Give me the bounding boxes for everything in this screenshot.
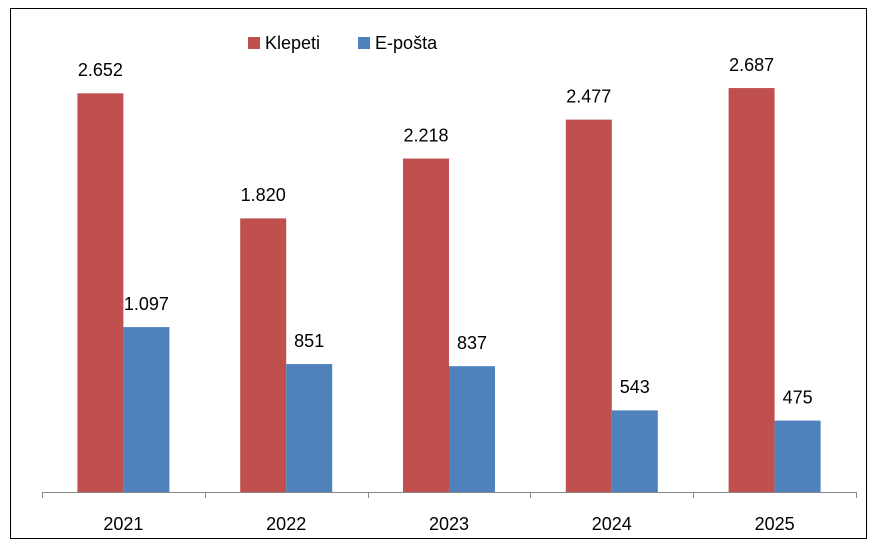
- bar: [449, 366, 495, 492]
- legend-label: Klepeti: [265, 33, 320, 53]
- data-label: 475: [783, 387, 813, 407]
- data-label: 1.097: [124, 294, 169, 314]
- x-tick-label: 2022: [266, 514, 306, 534]
- data-label: 2.687: [729, 55, 774, 75]
- bar: [240, 218, 287, 493]
- bar: [123, 327, 170, 492]
- x-tick-label: 2023: [429, 514, 469, 534]
- data-label: 837: [457, 333, 487, 353]
- bar: [611, 410, 658, 492]
- data-label: 2.218: [403, 125, 448, 145]
- data-label: 2.652: [78, 60, 123, 80]
- legend-label: E-pošta: [375, 33, 438, 53]
- data-label: 1.820: [241, 185, 286, 205]
- legend-swatch: [248, 37, 260, 49]
- data-label: 2.477: [566, 86, 611, 106]
- bar: [565, 119, 612, 493]
- bar: [774, 420, 821, 492]
- x-tick-label: 2024: [592, 514, 632, 534]
- x-tick-label: 2021: [103, 514, 143, 534]
- x-tick-label: 2025: [755, 514, 795, 534]
- data-label: 851: [294, 331, 324, 351]
- legend-swatch: [358, 37, 371, 49]
- bar: [77, 93, 124, 492]
- bar: [728, 88, 775, 493]
- data-label: 543: [620, 377, 650, 397]
- bar: [403, 158, 449, 492]
- bar: [286, 364, 333, 492]
